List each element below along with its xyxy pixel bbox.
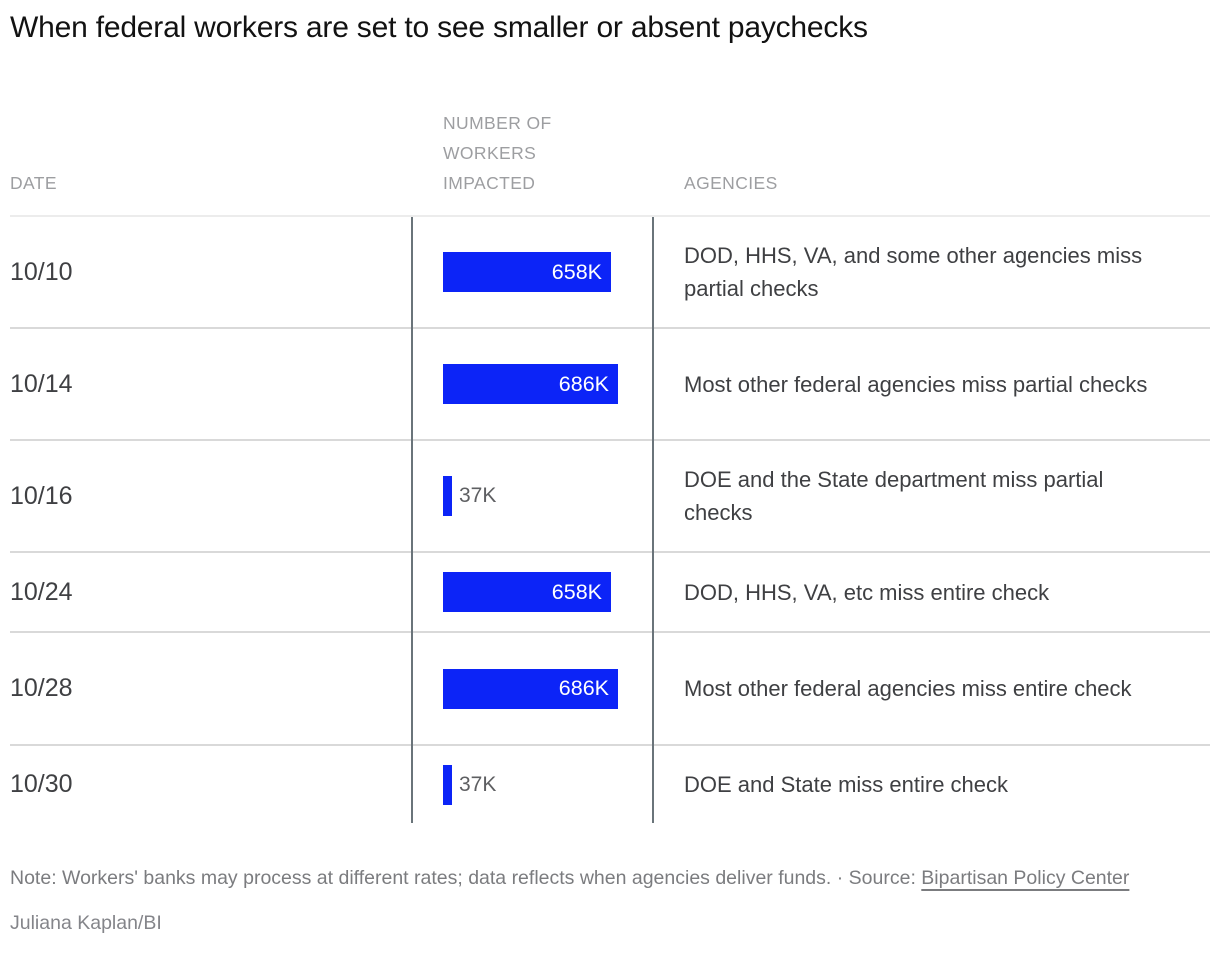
- workers-bar: 686K: [443, 668, 618, 709]
- workers-bar-cell: 658K: [411, 252, 652, 292]
- date-cell: 10/30: [10, 770, 73, 798]
- table-column-headers: DATE NUMBER OF WORKERS IMPACTED AGENCIES: [10, 45, 1210, 215]
- bar-value-label-inside: 686K: [558, 676, 609, 700]
- workers-bar: 686K: [443, 364, 618, 404]
- date-cell: 10/16: [10, 481, 73, 510]
- workers-bar: [443, 476, 452, 516]
- date-cell: 10/14: [10, 369, 73, 398]
- agencies-cell: DOE and State miss entire check: [684, 772, 1009, 797]
- column-header-date: DATE: [10, 173, 57, 193]
- agencies-cell: DOD, HHS, VA, and some other agencies mi…: [684, 243, 1143, 301]
- table-rows: 10/10 658K DOD, HHS, VA, and some other …: [10, 217, 1210, 823]
- workers-bar: 658K: [443, 572, 611, 612]
- column-header-agencies: AGENCIES: [684, 173, 778, 193]
- column-header-workers-impacted: NUMBER OF WORKERS IMPACTED: [443, 113, 552, 193]
- workers-bar-cell: 37K: [411, 764, 652, 805]
- source-link[interactable]: Bipartisan Policy Center: [921, 867, 1130, 889]
- bar-value-label-outside: 37K: [459, 772, 497, 796]
- date-cell: 10/28: [10, 674, 73, 702]
- bar-value-label-inside: 658K: [551, 579, 602, 604]
- table-row: 10/10 658K DOD, HHS, VA, and some other …: [10, 217, 1210, 327]
- footnote: Note: Workers' banks may process at diff…: [10, 863, 1210, 893]
- agencies-cell: DOE and the State department miss partia…: [684, 467, 1104, 525]
- column-divider-2: [652, 217, 654, 823]
- agencies-cell: Most other federal agencies miss entire …: [684, 676, 1132, 701]
- workers-bar-cell: 658K: [411, 572, 652, 612]
- date-cell: 10/24: [10, 577, 73, 606]
- bar-value-label-inside: 658K: [551, 259, 602, 284]
- workers-bar-cell: 686K: [411, 668, 652, 709]
- workers-bar: 658K: [443, 252, 611, 292]
- agencies-cell: DOD, HHS, VA, etc miss entire check: [684, 579, 1050, 605]
- note-separator: ·: [836, 867, 844, 889]
- source-label: Source:: [848, 867, 916, 889]
- agencies-cell: Most other federal agencies miss partial…: [684, 371, 1148, 397]
- table-row: 10/16 37K DOE and the State department m…: [10, 439, 1210, 551]
- workers-bar-cell: 686K: [411, 364, 652, 404]
- workers-bar-cell: 37K: [411, 476, 652, 516]
- table-row: 10/24 658K DOD, HHS, VA, etc miss entire…: [10, 551, 1210, 631]
- author-credit: Juliana Kaplan/BI: [10, 912, 162, 934]
- table-row: 10/14 686K Most other federal agencies m…: [10, 327, 1210, 439]
- paycheck-table: 10/10 658K DOD, HHS, VA, and some other …: [10, 215, 1210, 823]
- column-divider-1: [411, 217, 413, 823]
- note-text: Note: Workers' banks may process at diff…: [10, 867, 832, 889]
- table-row: 10/28 686K Most other federal agencies m…: [10, 631, 1210, 744]
- bar-value-label-inside: 686K: [558, 371, 609, 396]
- table-row: 10/30 37K DOE and State miss entire chec…: [10, 744, 1210, 823]
- chart-title: When federal workers are set to see smal…: [10, 11, 868, 44]
- date-cell: 10/10: [10, 257, 73, 286]
- workers-bar: [443, 764, 452, 805]
- bar-value-label-outside: 37K: [459, 484, 497, 507]
